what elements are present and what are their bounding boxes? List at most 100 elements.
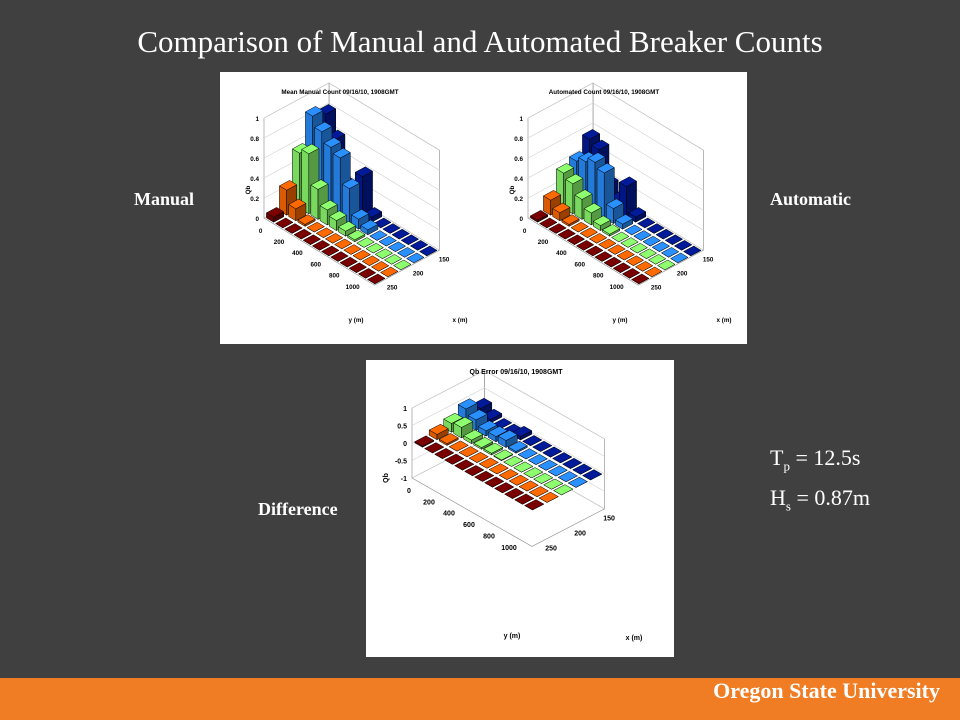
bar-top-face xyxy=(414,435,435,447)
bar-top-face xyxy=(570,221,589,233)
bar-top-face xyxy=(591,139,610,151)
bar xyxy=(419,245,438,257)
bar-top-face xyxy=(444,453,465,465)
bar-top-face xyxy=(378,235,397,247)
gridline xyxy=(411,387,605,457)
bar-top-face xyxy=(596,162,615,174)
bar-top-face xyxy=(647,254,667,265)
bar-top-face xyxy=(365,242,384,254)
bar xyxy=(570,221,589,233)
bar-top-face xyxy=(347,229,366,241)
bar xyxy=(633,230,652,241)
bar xyxy=(579,227,599,238)
bar xyxy=(557,471,578,483)
bar xyxy=(367,273,386,285)
bar xyxy=(585,245,604,257)
bar xyxy=(647,254,667,265)
y-tick-label: 400 xyxy=(443,511,455,518)
bar xyxy=(603,256,622,268)
bar-top-face xyxy=(625,255,645,266)
bar xyxy=(448,440,469,452)
bar-top-face xyxy=(343,244,362,255)
bar-top-face xyxy=(310,179,329,190)
bar-top-face xyxy=(487,426,508,437)
bar-top-face xyxy=(508,474,529,486)
bar-top-face xyxy=(588,233,608,244)
bar-top-face xyxy=(438,433,459,444)
bar xyxy=(365,242,384,254)
bar xyxy=(396,247,416,258)
bar-top-face xyxy=(507,440,528,452)
x-tick-label: 200 xyxy=(413,271,424,278)
y-tick-label: 400 xyxy=(292,250,303,257)
bar-top-face xyxy=(637,217,656,229)
bar xyxy=(664,234,684,245)
bar xyxy=(497,429,518,448)
bar xyxy=(588,233,608,244)
bar xyxy=(337,221,357,237)
z-tick-label: 0.2 xyxy=(250,196,259,203)
slide-title: Comparison of Manual and Automated Break… xyxy=(137,24,823,59)
bar-top-face xyxy=(638,248,658,259)
x-tick-label: 250 xyxy=(387,285,398,292)
bar-top-face xyxy=(337,221,357,232)
bar-top-face xyxy=(651,241,671,252)
bar-top-face xyxy=(406,252,425,264)
x-tick-label: 200 xyxy=(677,271,688,278)
bar xyxy=(527,454,548,465)
peak-period: Tp = 12.5s xyxy=(770,445,861,474)
z-tick-label: 0.8 xyxy=(250,136,259,143)
bar-top-face xyxy=(387,241,407,252)
bar xyxy=(620,237,639,248)
bar-top-face xyxy=(443,412,464,424)
bar xyxy=(670,252,689,264)
bar-top-face xyxy=(334,238,353,250)
automated-count-chart: 0 0.2 0.4 0.6 0.8 1 0 200 400 600 800 1000 150 200 250… xyxy=(509,82,732,324)
bar-top-face xyxy=(585,245,604,257)
chart-title: Qb Error 09/16/10, 1908GMT xyxy=(470,369,564,376)
bar-top-face xyxy=(624,224,643,236)
bar xyxy=(631,273,650,285)
bar-top-face xyxy=(357,268,377,279)
bar-top-face xyxy=(341,178,361,189)
manual-count-chart: 0 0.2 0.4 0.6 0.8 1 0 200 400 600 800 1000 150 200 250… xyxy=(245,82,468,324)
bar xyxy=(566,234,586,245)
difference-label: Difference xyxy=(258,499,338,519)
bar-top-face xyxy=(582,469,603,481)
bar xyxy=(601,224,621,237)
bar-top-face xyxy=(321,245,340,257)
bar-top-face xyxy=(315,227,335,238)
bar xyxy=(528,486,549,498)
x-tick-label: 150 xyxy=(439,257,450,264)
bar xyxy=(638,248,658,259)
bar-top-face xyxy=(503,455,524,467)
bar-top-face xyxy=(391,228,410,240)
difference-chart: -1 -0.5 0 0.5 1 0 200 400 600 800 1000 150 200 250 Qb … xyxy=(383,369,642,642)
z-tick-label: 0 xyxy=(255,216,259,223)
bar-top-face xyxy=(382,223,401,234)
bar-top-face xyxy=(458,446,479,458)
bar xyxy=(348,262,368,273)
bar-top-face xyxy=(324,233,344,244)
bar xyxy=(302,234,322,245)
bar xyxy=(612,262,632,273)
bar-top-face xyxy=(352,249,371,261)
top-figure-panel: 0 0.2 0.4 0.6 0.8 1 0 200 400 600 800 1000 150 200 250… xyxy=(220,72,747,344)
bar-top-face xyxy=(477,420,498,432)
plot-area: 0 0.2 0.4 0.6 0.8 1 0 200 400 600 800 1000 150 200 250… xyxy=(509,82,732,324)
significant-wave-height: Hs = 0.87m xyxy=(770,485,870,514)
bar-top-face xyxy=(319,199,338,211)
bar xyxy=(284,223,303,234)
y-tick-label: 0 xyxy=(523,228,527,235)
bar-top-face xyxy=(547,465,568,477)
bar xyxy=(598,238,617,250)
x-tick-label: 150 xyxy=(703,257,714,264)
bar xyxy=(393,259,412,271)
bar xyxy=(409,240,429,251)
bar xyxy=(637,217,656,229)
bar xyxy=(543,478,564,490)
bar xyxy=(655,228,674,240)
bar xyxy=(575,240,595,251)
z-tick-label: 0.6 xyxy=(514,156,523,163)
bar xyxy=(444,453,465,465)
